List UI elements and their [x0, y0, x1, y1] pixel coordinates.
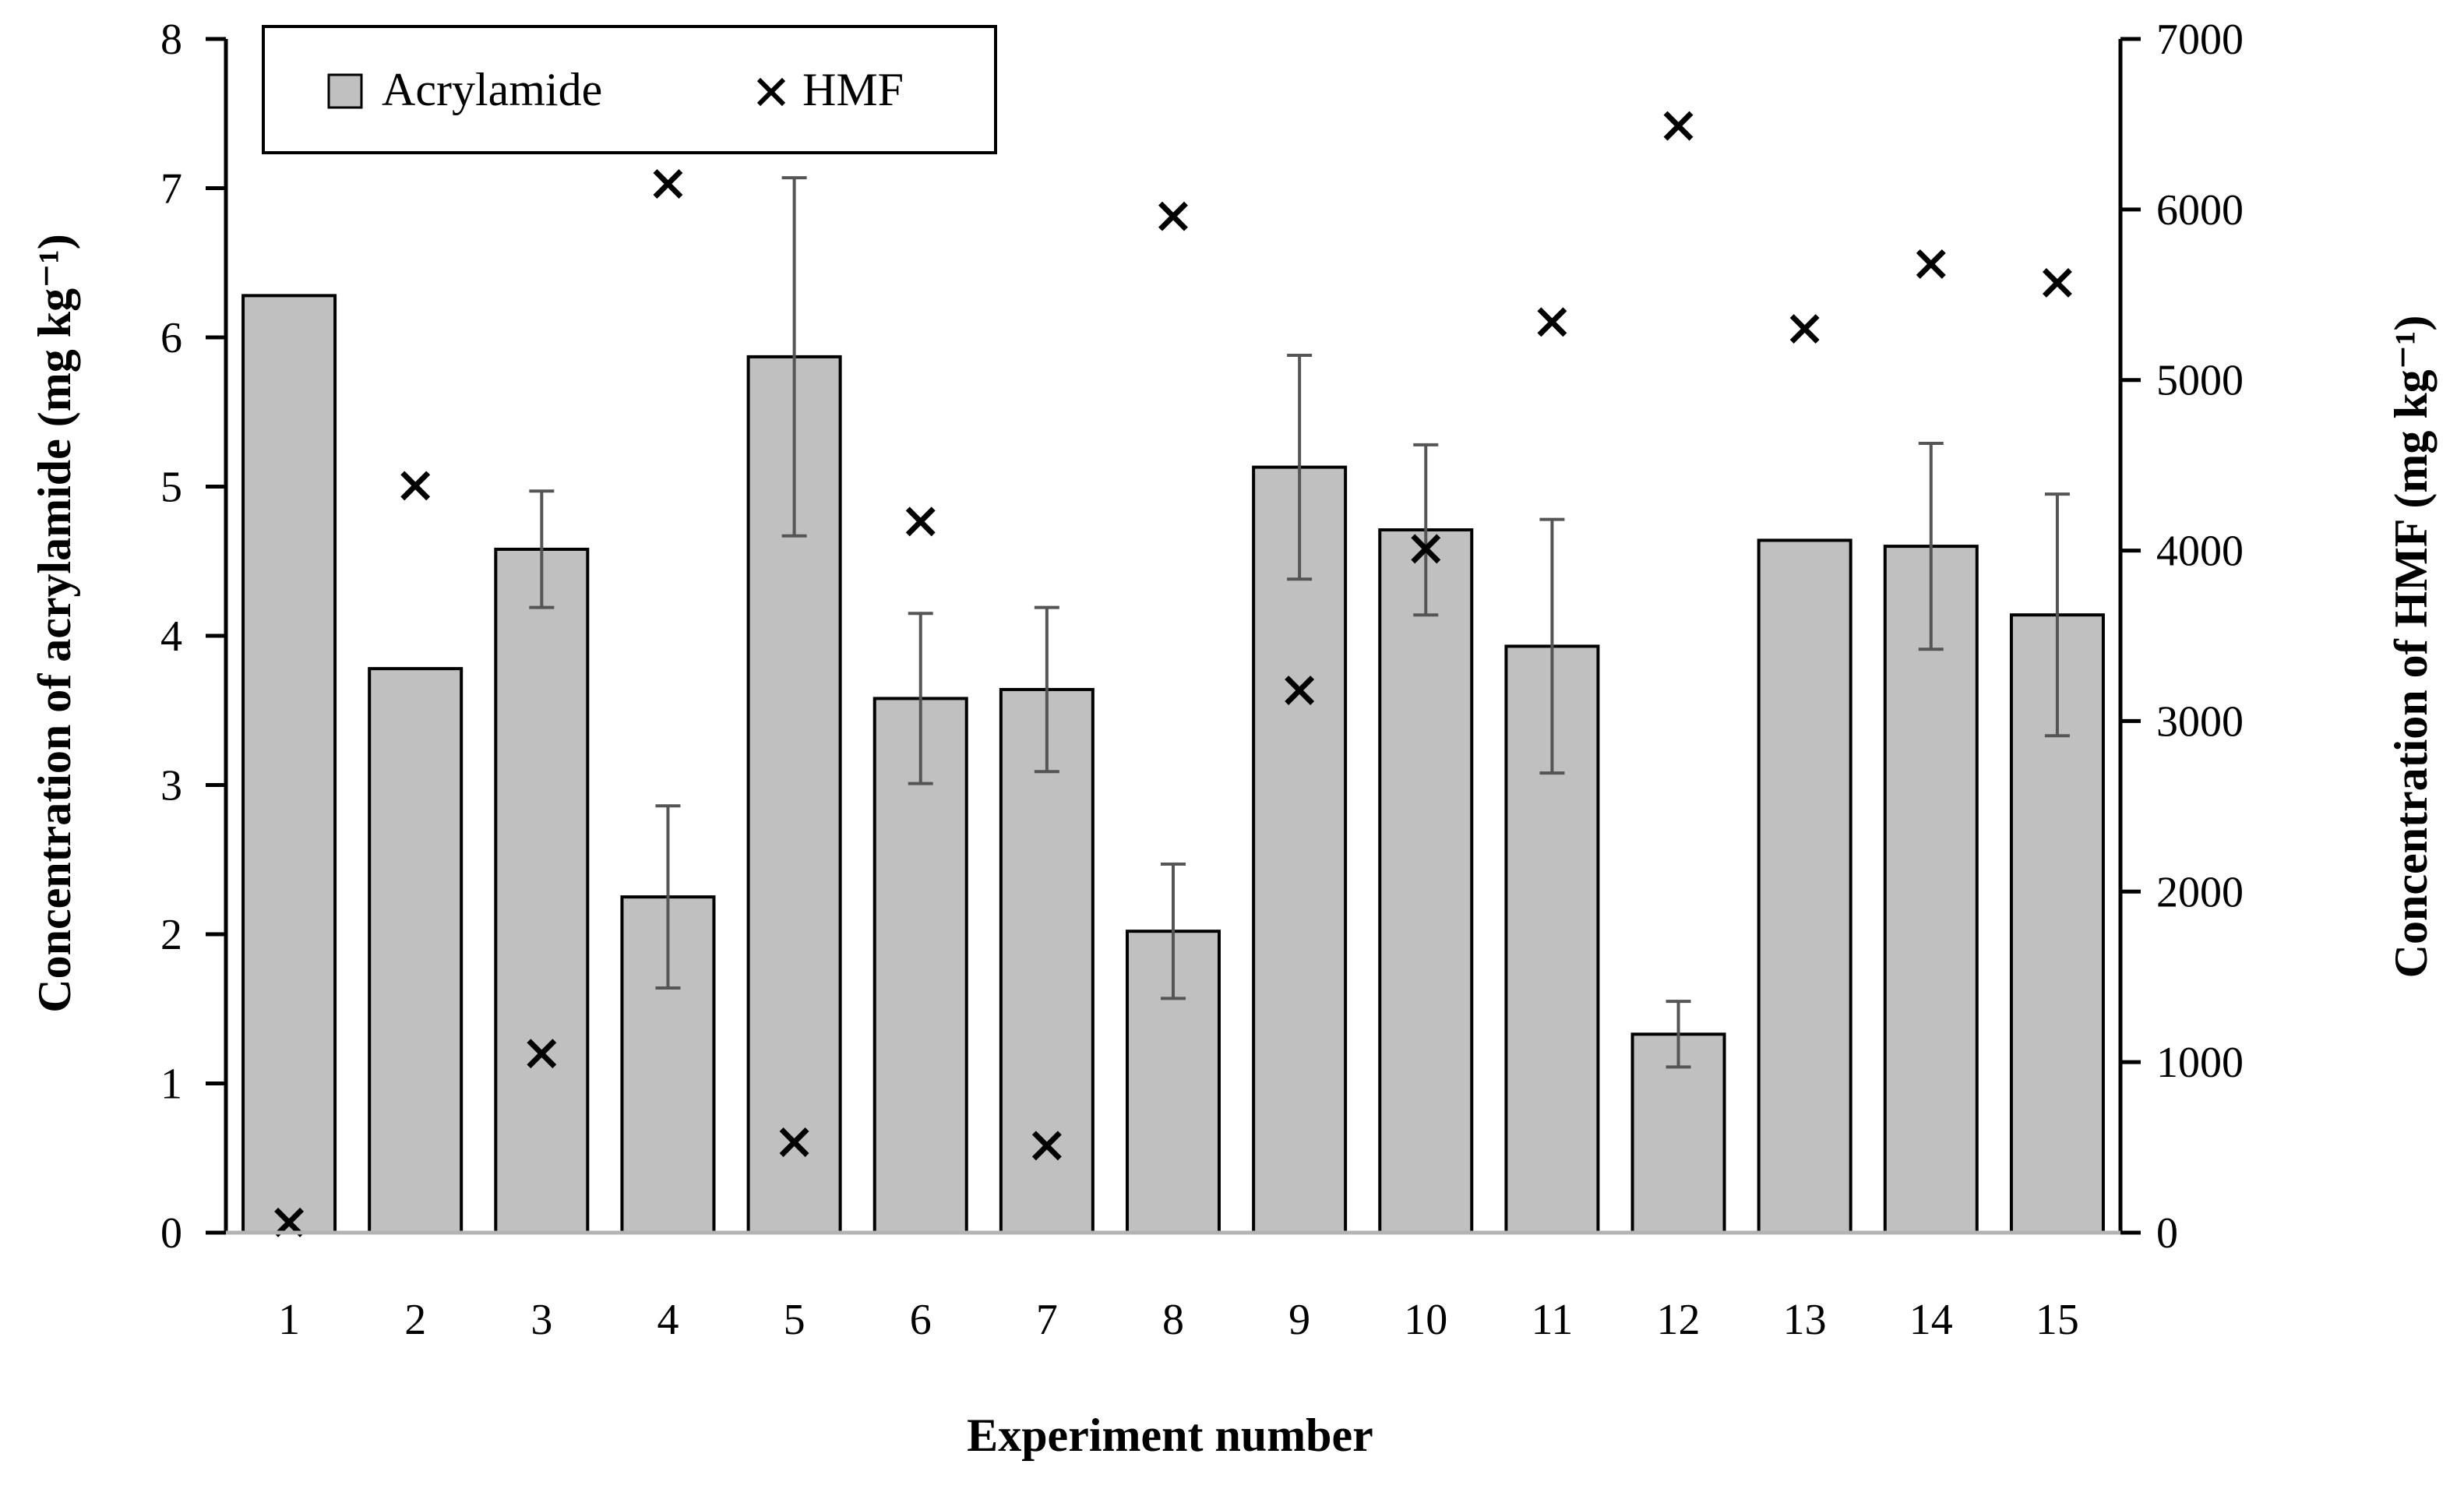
hmf-markers	[274, 111, 2072, 1237]
x-tick-label: 4	[657, 1296, 679, 1344]
y2-tick-label: 6000	[2156, 186, 2244, 235]
hmf-point-7	[1031, 1131, 1062, 1161]
y-tick-label: 0	[160, 1209, 182, 1258]
x-tick-label: 1	[278, 1296, 300, 1344]
y2-tick-label: 1000	[2156, 1039, 2244, 1087]
right-tick-labels: 0 1000 2000 3000 4000 5000 6000 7000	[2156, 16, 2244, 1258]
x-tick-label: 9	[1288, 1296, 1310, 1344]
error-bar-15	[2044, 492, 2070, 738]
y-tick-label: 1	[160, 1060, 182, 1109]
error-bar-11	[1539, 517, 1565, 775]
y-tick-label: 8	[160, 16, 182, 64]
y2-tick-label: 3000	[2156, 697, 2244, 746]
hmf-point-12	[1663, 111, 1694, 141]
bar-3	[494, 547, 590, 1234]
bar-14	[1883, 545, 1979, 1234]
y-tick-label: 4	[160, 612, 182, 661]
error-bar-4	[655, 804, 681, 990]
hmf-point-2	[400, 471, 431, 501]
x-tick-label: 11	[1531, 1296, 1573, 1344]
legend: Acrylamide HMF	[262, 25, 997, 154]
x-tick-label: 7	[1036, 1296, 1058, 1344]
x-tick-label: 8	[1162, 1296, 1184, 1344]
hmf-point-14	[1916, 249, 1946, 279]
bar-10	[1378, 528, 1474, 1234]
left-tick-labels: 0 1 2 3 4 5 6 7 8	[160, 16, 182, 1258]
error-bar-14	[1918, 441, 1944, 651]
hmf-point-10	[1411, 534, 1441, 564]
y2-tick-label: 2000	[2156, 868, 2244, 916]
x-tick-label: 10	[1404, 1296, 1447, 1344]
hmf-point-1	[274, 1207, 305, 1237]
error-bar-5	[781, 176, 807, 538]
y-tick-label: 5	[160, 464, 182, 512]
error-bar-8	[1161, 862, 1186, 1000]
bar-2	[368, 667, 464, 1234]
y2-axis-title: Concentration of HMF (mg kg⁻¹)	[2385, 316, 2437, 979]
error-bar-7	[1034, 605, 1059, 774]
x-axis-title: Experiment number	[967, 1410, 1373, 1461]
x-tick-label: 5	[784, 1296, 805, 1344]
x-tick-label: 15	[2036, 1296, 2079, 1344]
hmf-point-15	[2042, 268, 2072, 298]
axes	[206, 37, 2141, 1235]
error-bar-9	[1287, 353, 1313, 581]
y2-tick-label: 5000	[2156, 357, 2244, 405]
hmf-point-3	[527, 1039, 557, 1069]
hmf-point-4	[653, 169, 683, 199]
x-tick-label: 6	[910, 1296, 932, 1344]
y2-tick-label: 4000	[2156, 528, 2244, 576]
legend-label-hmf: HMF	[802, 64, 904, 115]
acrylamide-bars	[241, 294, 2105, 1235]
error-bars	[529, 176, 2070, 1069]
x-tick-label: 3	[531, 1296, 552, 1344]
error-bar-10	[1413, 443, 1439, 617]
legend-box	[262, 25, 997, 154]
x-tick-label: 14	[1909, 1296, 1953, 1344]
y2-tick-label: 0	[2156, 1209, 2178, 1258]
hmf-point-9	[1285, 676, 1315, 705]
y-tick-label: 6	[160, 314, 182, 362]
legend-label-acrylamide: Acrylamide	[382, 64, 602, 115]
legend-marker-hmf	[756, 77, 786, 107]
x-tick-label: 2	[404, 1296, 426, 1344]
hmf-point-11	[1537, 307, 1567, 337]
y2-tick-label: 7000	[2156, 16, 2244, 64]
y-tick-label: 2	[160, 911, 182, 959]
hmf-point-5	[779, 1127, 809, 1157]
error-bar-12	[1666, 1000, 1691, 1069]
hmf-point-8	[1158, 201, 1188, 231]
hmf-point-6	[905, 506, 936, 537]
y-axis-title: Concentration of acrylamide (mg kg⁻¹)	[29, 234, 80, 1013]
error-bar-3	[529, 489, 555, 609]
hmf-point-13	[1789, 314, 1820, 344]
x-tick-label: 13	[1783, 1296, 1827, 1344]
legend-swatch-acrylamide	[327, 73, 363, 109]
y-tick-label: 3	[160, 762, 182, 810]
bar-1	[241, 294, 337, 1234]
x-tick-labels: 1 2 3 4 5 6 7 8 9 10 11 12 13 14 15	[278, 1296, 2079, 1344]
y-tick-label: 7	[160, 165, 182, 213]
x-tick-label: 12	[1657, 1296, 1701, 1344]
bar-9	[1252, 465, 1348, 1234]
error-bar-6	[908, 612, 933, 785]
bar-13	[1757, 538, 1852, 1234]
